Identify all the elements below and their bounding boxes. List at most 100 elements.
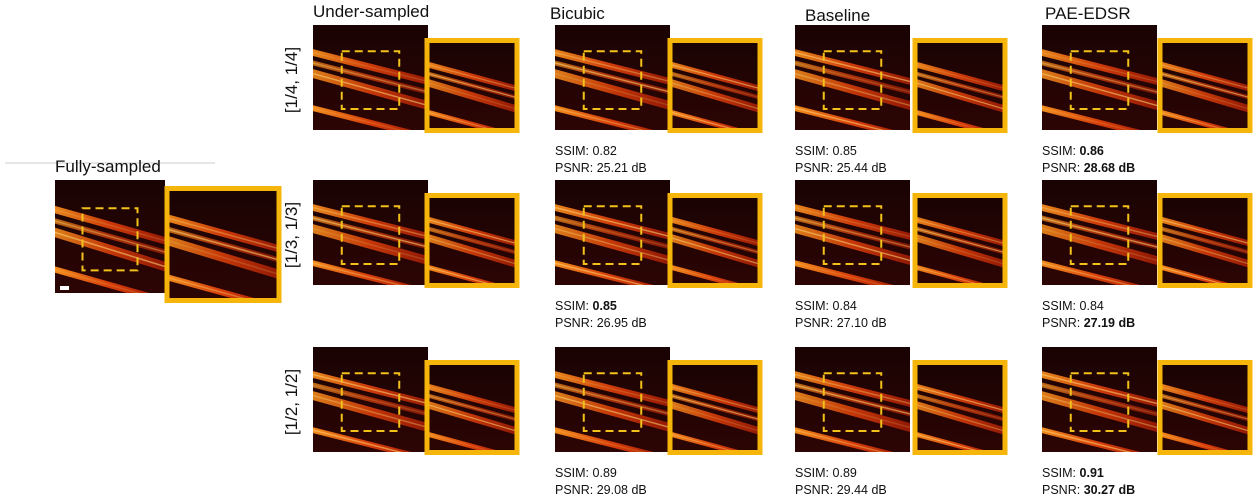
metric-line: SSIM: 0.89	[795, 466, 857, 480]
psnr-value: 28.68 dB	[1084, 161, 1135, 175]
metric-line: PSNR: 28.68 dB	[1042, 161, 1135, 175]
oct-image	[550, 25, 675, 138]
oct-image	[790, 180, 915, 293]
column-header: PAE-EDSR	[1045, 4, 1131, 23]
oct-image	[1037, 25, 1162, 138]
image-content	[910, 363, 1010, 460]
image-content	[550, 347, 675, 460]
image-content	[162, 189, 284, 310]
image-content	[1155, 363, 1254, 460]
oct-image	[162, 189, 284, 310]
ssim-label: SSIM:	[795, 144, 829, 158]
metric-line: SSIM: 0.85	[795, 144, 857, 158]
oct-image	[910, 363, 1010, 460]
ssim-label: SSIM:	[1042, 144, 1076, 158]
metric-line: PSNR: 29.44 dB	[795, 483, 887, 497]
oct-image	[910, 196, 1010, 293]
oct-image	[1155, 41, 1254, 138]
psnr-label: PSNR:	[555, 483, 593, 497]
oct-image	[1155, 363, 1254, 460]
psnr-label: PSNR:	[1042, 483, 1080, 497]
ssim-label: SSIM:	[555, 144, 589, 158]
ssim-label: SSIM:	[555, 299, 589, 313]
psnr-label: PSNR:	[1042, 161, 1080, 175]
image-content	[665, 41, 765, 138]
oct-image	[665, 196, 765, 293]
ssim-value: 0.89	[833, 466, 857, 480]
metric-line: PSNR: 27.10 dB	[795, 316, 887, 330]
image-content	[790, 25, 915, 138]
image-content	[422, 363, 522, 460]
image-content	[422, 196, 522, 293]
oct-image	[665, 363, 765, 460]
metric-line: PSNR: 29.08 dB	[555, 483, 647, 497]
metric-line: SSIM: 0.82	[555, 144, 617, 158]
psnr-label: PSNR:	[795, 483, 833, 497]
image-content	[1037, 25, 1162, 138]
metric-line: SSIM: 0.84	[795, 299, 857, 313]
image-content	[422, 41, 522, 138]
ssim-label: SSIM:	[1042, 299, 1076, 313]
metric-line: SSIM: 0.86	[1042, 144, 1104, 158]
oct-image	[422, 196, 522, 293]
psnr-label: PSNR:	[795, 161, 833, 175]
scale-bar	[60, 286, 69, 290]
image-content	[1037, 347, 1162, 460]
metric-line: PSNR: 26.95 dB	[555, 316, 647, 330]
image-content	[308, 180, 433, 293]
ssim-label: SSIM:	[555, 466, 589, 480]
image-content	[50, 180, 170, 302]
psnr-value: 27.10 dB	[837, 316, 887, 330]
figure: Fully-sampled Under-sampled Bicubic Baseli…	[0, 0, 1254, 504]
oct-image	[790, 347, 915, 460]
oct-image	[550, 347, 675, 460]
ssim-value: 0.91	[1080, 466, 1104, 480]
image-content	[910, 196, 1010, 293]
ssim-value: 0.89	[593, 466, 617, 480]
ssim-value: 0.82	[593, 144, 617, 158]
row-label: [1/4, 1/4]	[282, 47, 301, 113]
oct-image	[910, 41, 1010, 138]
psnr-label: PSNR:	[555, 316, 593, 330]
image-content	[308, 347, 433, 460]
metric-line: PSNR: 30.27 dB	[1042, 483, 1135, 497]
oct-image	[790, 25, 915, 138]
ssim-value: 0.86	[1080, 144, 1104, 158]
oct-image	[308, 25, 433, 138]
oct-image	[308, 347, 433, 460]
column-header: Bicubic	[550, 4, 605, 23]
image-content	[790, 180, 915, 293]
oct-image	[550, 180, 675, 293]
image-content	[910, 41, 1010, 138]
oct-image	[1155, 196, 1254, 293]
row-label: [1/2, 1/2]	[282, 369, 301, 435]
image-content	[1155, 196, 1254, 293]
metric-line: PSNR: 27.19 dB	[1042, 316, 1135, 330]
ssim-label: SSIM:	[1042, 466, 1076, 480]
oct-image	[308, 180, 433, 293]
image-content	[1037, 180, 1162, 293]
column-header: Under-sampled	[313, 2, 429, 21]
ssim-label: SSIM:	[795, 466, 829, 480]
reference-title: Fully-sampled	[55, 157, 161, 176]
ssim-value: 0.84	[1080, 299, 1104, 313]
psnr-label: PSNR:	[1042, 316, 1080, 330]
psnr-label: PSNR:	[795, 316, 833, 330]
image-content	[790, 347, 915, 460]
image-content	[1155, 41, 1254, 138]
psnr-value: 26.95 dB	[597, 316, 647, 330]
oct-image	[1037, 180, 1162, 293]
ssim-label: SSIM:	[795, 299, 829, 313]
image-content	[550, 180, 675, 293]
metric-line: PSNR: 25.21 dB	[555, 161, 647, 175]
psnr-label: PSNR:	[555, 161, 593, 175]
image-content	[308, 25, 433, 138]
ssim-value: 0.84	[833, 299, 857, 313]
column-header: Baseline	[805, 6, 870, 25]
psnr-value: 25.44 dB	[837, 161, 887, 175]
image-content	[665, 363, 765, 460]
row-label: [1/3, 1/3]	[282, 202, 301, 268]
metric-line: SSIM: 0.85	[555, 299, 617, 313]
metric-line: PSNR: 25.44 dB	[795, 161, 887, 175]
oct-image	[422, 363, 522, 460]
